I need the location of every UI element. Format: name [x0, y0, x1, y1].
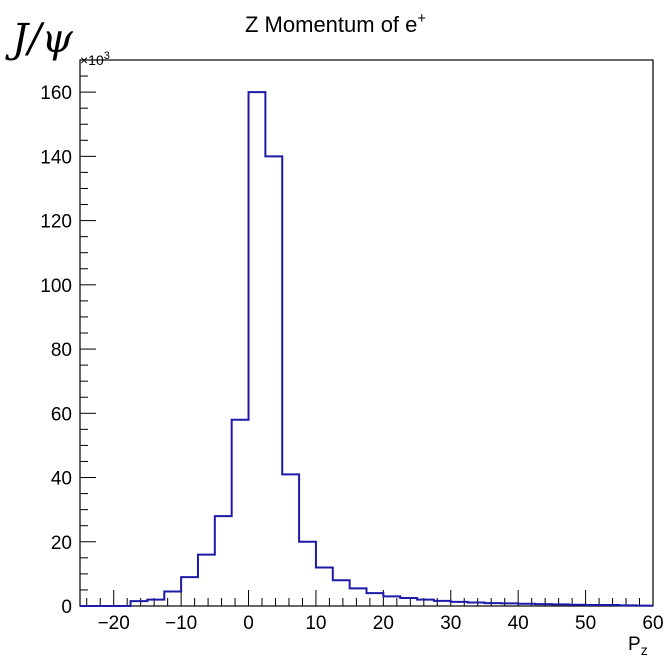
y-tick-label: 40 — [51, 469, 72, 490]
x-tick-label: 60 — [642, 613, 663, 634]
x-tick-label: 40 — [508, 613, 529, 634]
x-axis-label-main: P — [628, 634, 641, 655]
y-tick-label: 140 — [40, 147, 72, 168]
y-axis: 0 20 40 60 80 100 120 140 160 — [40, 59, 96, 618]
plot-frame — [79, 59, 654, 607]
chart-title: Z Momentum of e+ — [245, 10, 426, 37]
y-multiplier-label: ×103 — [80, 50, 110, 68]
x-tick-label: 10 — [305, 613, 326, 634]
y-tick-label: 20 — [51, 533, 72, 554]
chart-title-main: Z Momentum of e — [245, 12, 417, 37]
x-axis-label-subscript: z — [641, 642, 648, 658]
x-tick-label: −20 — [98, 613, 130, 634]
x-tick-label: 30 — [440, 613, 461, 634]
y-tick-label: 100 — [40, 276, 72, 297]
y-tick-label: 160 — [40, 83, 72, 104]
x-tick-label: 20 — [373, 613, 394, 634]
histogram-series-line — [80, 91, 653, 607]
x-axis-label: Pz — [628, 634, 648, 658]
y-tick-label: 80 — [51, 340, 72, 361]
x-axis: −20 −10 0 10 20 30 40 50 60 — [86, 590, 664, 634]
corner-label: J/ψ — [5, 16, 74, 62]
x-tick-label: 50 — [575, 613, 596, 634]
y-tick-label: 0 — [61, 597, 72, 618]
y-tick-label: 120 — [40, 212, 72, 233]
y-multiplier-exponent: 3 — [104, 50, 110, 62]
x-tick-label: −10 — [165, 613, 197, 634]
chart-title-superscript: + — [417, 10, 426, 27]
y-tick-label: 60 — [51, 404, 72, 425]
x-tick-label: 0 — [243, 613, 254, 634]
